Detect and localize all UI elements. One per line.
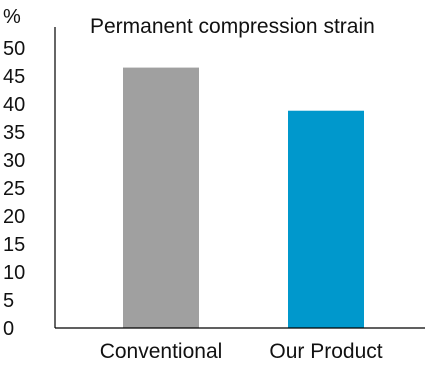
x-category-label: Our Product (269, 340, 382, 363)
y-tick-label: 45 (3, 66, 25, 88)
x-category-label: Conventional (100, 340, 223, 363)
y-tick-label: 5 (3, 290, 14, 312)
y-tick-label: 40 (3, 94, 25, 116)
bars (123, 67, 364, 328)
y-axis: 0 5 10 15 20 25 30 35 40 45 50 (3, 38, 25, 340)
bar-our-product (288, 110, 364, 328)
y-tick-label: 25 (3, 178, 25, 200)
y-tick-label: 20 (3, 206, 25, 228)
y-tick-label: 0 (3, 318, 14, 340)
y-tick-label: 50 (3, 38, 25, 60)
y-tick-label: 30 (3, 150, 25, 172)
y-tick-label: 15 (3, 234, 25, 256)
chart-title: Permanent compression strain (90, 15, 375, 38)
bar-conventional (123, 67, 199, 328)
y-tick-label: 35 (3, 122, 25, 144)
x-axis-labels: Conventional Our Product (100, 340, 383, 363)
y-axis-unit-label: % (3, 6, 21, 28)
y-tick-label: 10 (3, 262, 25, 284)
